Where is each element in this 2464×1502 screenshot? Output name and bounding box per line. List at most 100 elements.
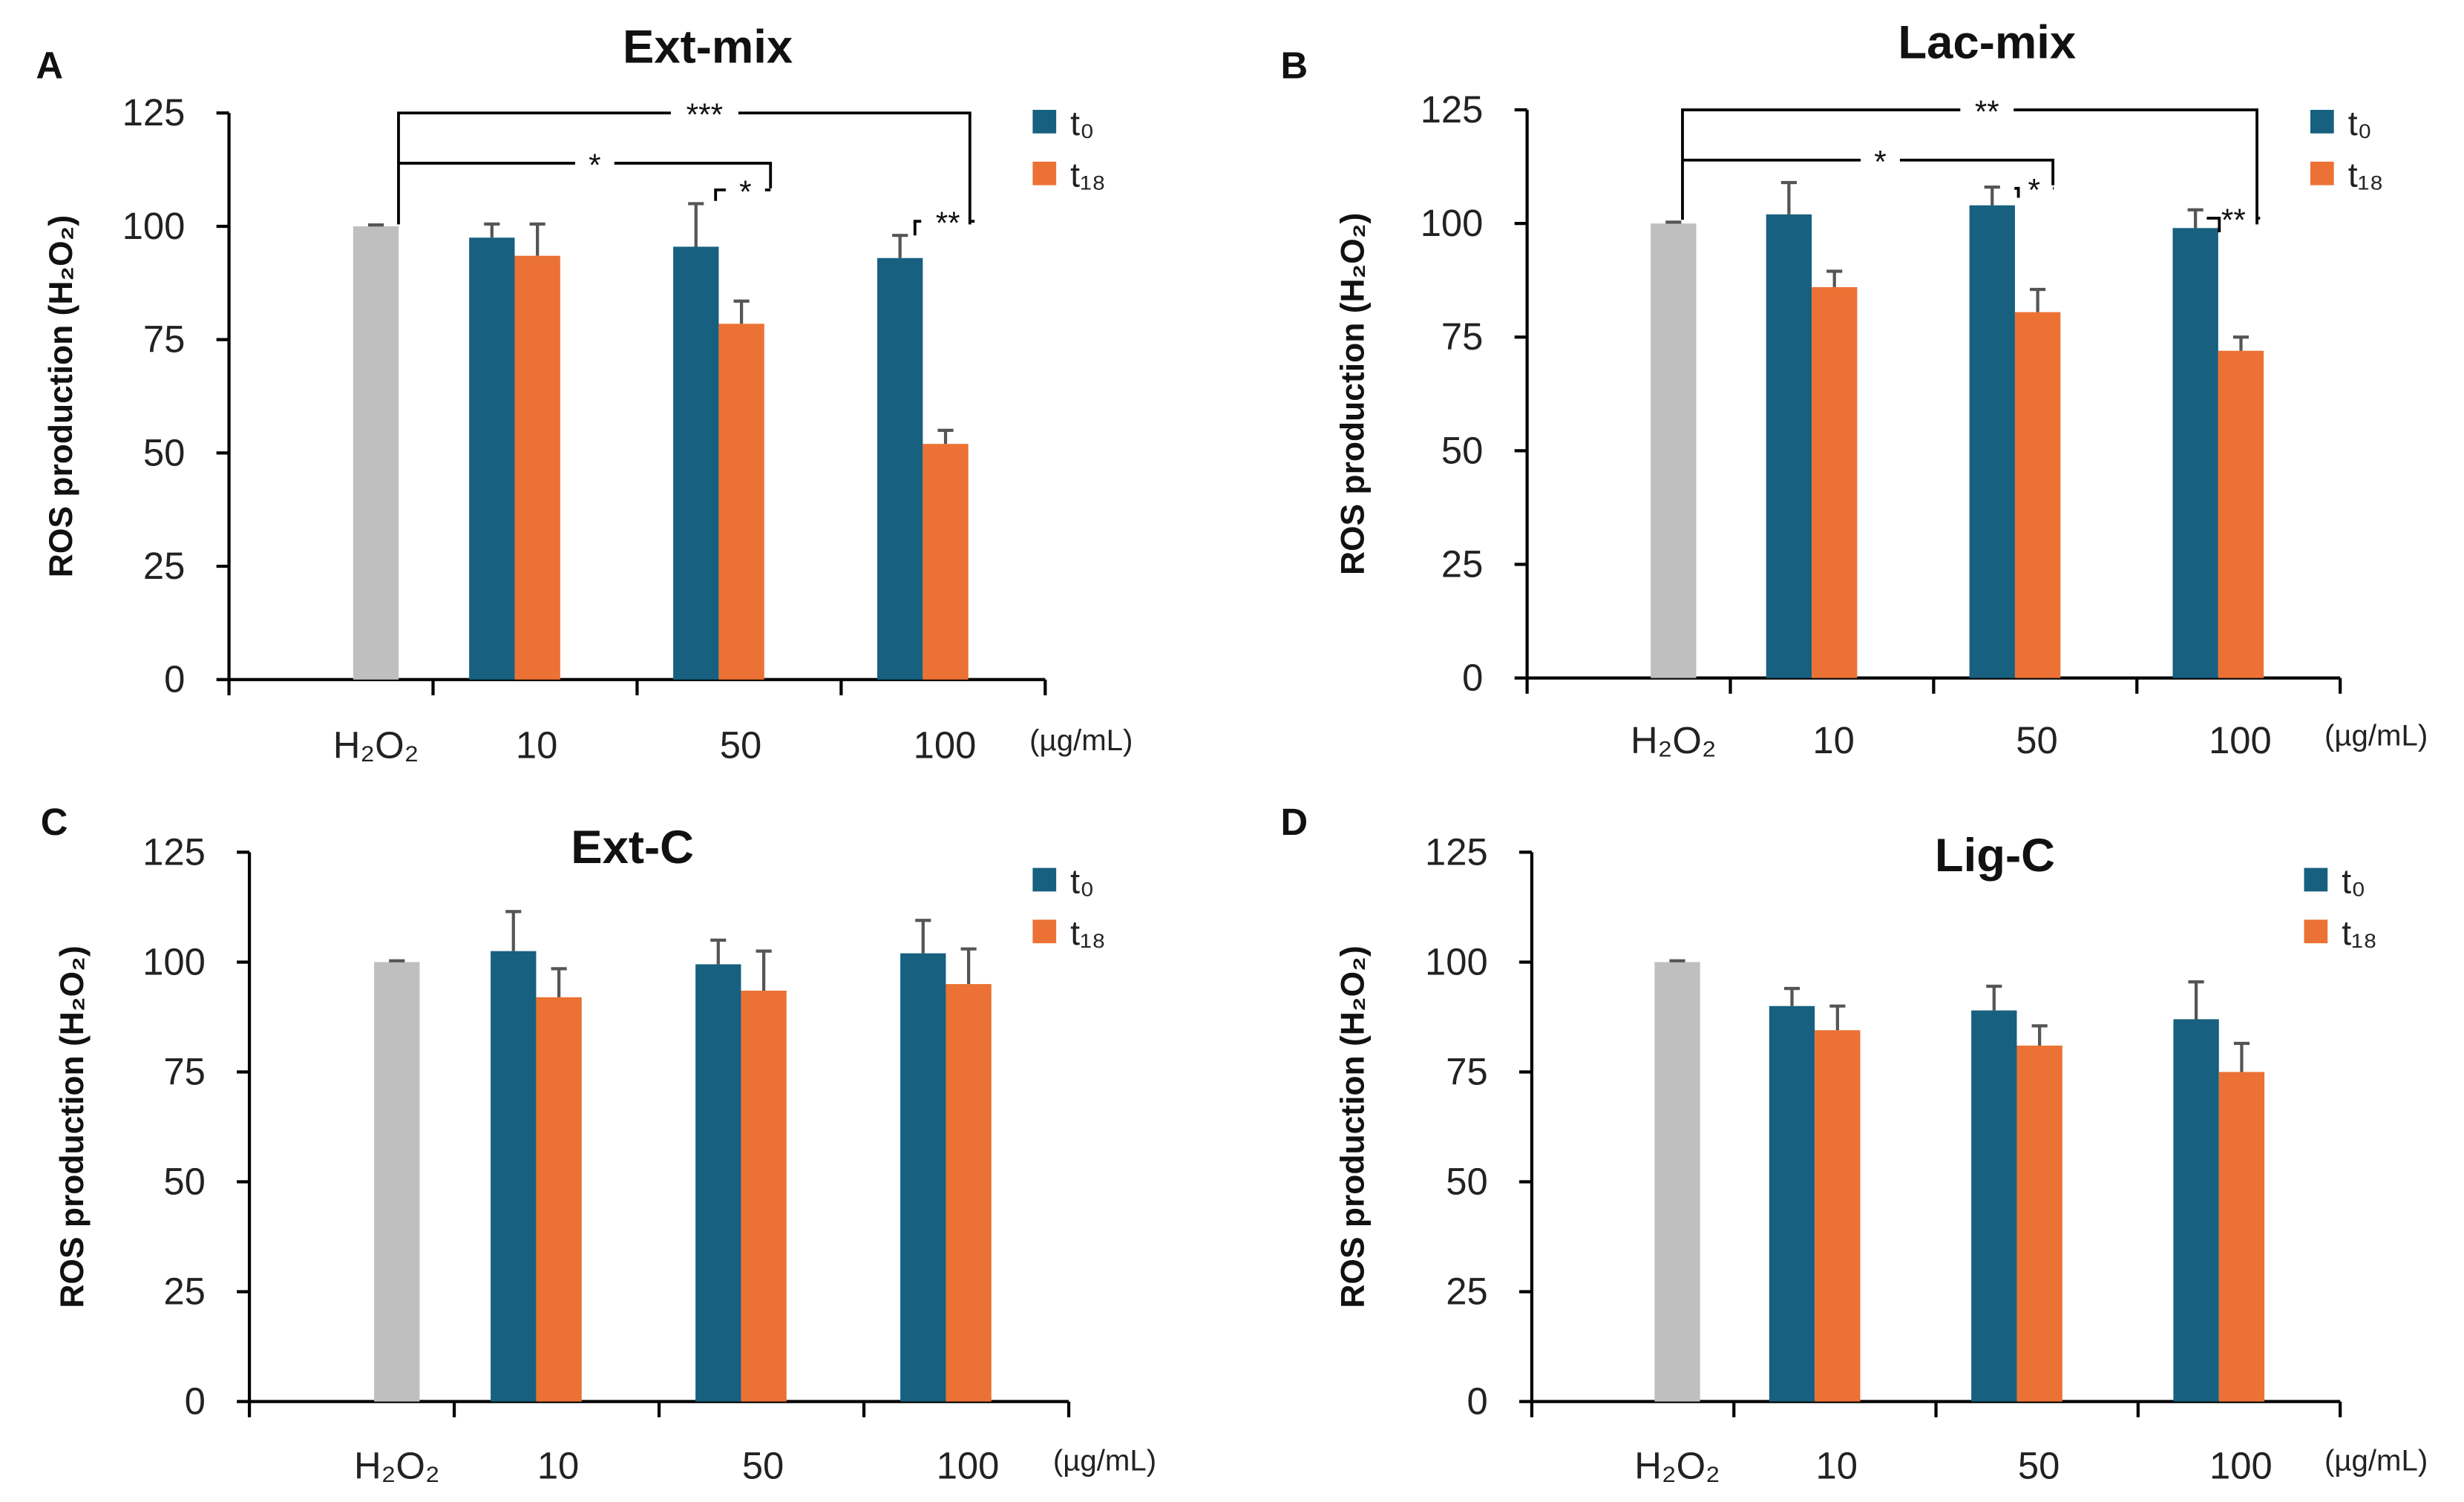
chart-panel-d: D Lig-C 0 25 50 75 100 125 ROS production (H₂O₂)… bbox=[1281, 801, 2428, 1486]
x-category-label: 10 bbox=[537, 1444, 579, 1486]
x-unit-label: (µg/mL) bbox=[2324, 719, 2428, 752]
y-tick-label: 25 bbox=[143, 545, 185, 587]
y-tick-label: 75 bbox=[1446, 1050, 1487, 1092]
x-category-label: H₂O₂ bbox=[354, 1444, 440, 1486]
y-tick-label: 125 bbox=[142, 830, 206, 873]
x-category-label: 50 bbox=[2018, 1444, 2060, 1486]
legend-label-t18: t₁₈ bbox=[2348, 156, 2384, 194]
x-category-label: 100 bbox=[937, 1444, 1000, 1486]
significance-label: * bbox=[1874, 145, 1886, 180]
bar-control-h2o2 bbox=[1651, 223, 1697, 678]
y-axis-label: ROS production (H₂O₂) bbox=[1335, 945, 1372, 1308]
y-tick-label: 25 bbox=[1441, 542, 1483, 585]
x-category-label: 100 bbox=[914, 724, 977, 767]
bar-t0-50 bbox=[1971, 1010, 2017, 1402]
y-tick-label: 100 bbox=[142, 940, 206, 983]
significance-bracket bbox=[397, 111, 971, 225]
bar-t0-10 bbox=[491, 951, 537, 1402]
bar-t18-10 bbox=[1815, 1030, 1861, 1402]
legend-label-t18: t₁₈ bbox=[1070, 914, 1106, 952]
bar-t18-50 bbox=[2016, 1045, 2062, 1402]
chart-title: Lac-mix bbox=[1898, 16, 2076, 68]
bar-t0-100 bbox=[900, 953, 946, 1402]
panel-letter: D bbox=[1281, 801, 1308, 843]
bar-t18-50 bbox=[741, 990, 787, 1402]
x-category-label: 100 bbox=[2209, 1444, 2273, 1486]
bar-t18-10 bbox=[536, 997, 582, 1402]
y-tick-label: 25 bbox=[163, 1270, 205, 1313]
bar-t0-10 bbox=[1766, 214, 1812, 678]
y-tick-label: 0 bbox=[185, 1380, 206, 1423]
chart-panel-b: B Lac-mix 0 25 50 75 100 125 ROS production (H₂O… bbox=[1281, 16, 2428, 761]
x-unit-label: (µg/mL) bbox=[2324, 1444, 2428, 1478]
significance-bracket bbox=[913, 220, 975, 236]
bar-t18-10 bbox=[514, 255, 560, 680]
y-tick-label: 0 bbox=[1467, 1380, 1488, 1423]
significance-label: * bbox=[589, 148, 600, 183]
bar-t18-100 bbox=[2218, 1072, 2265, 1402]
y-tick-label: 75 bbox=[163, 1050, 205, 1092]
bar-t0-50 bbox=[1969, 205, 2015, 678]
bar-t0-50 bbox=[695, 964, 741, 1402]
significance-bracket bbox=[2014, 186, 2054, 198]
y-tick-label: 125 bbox=[122, 91, 186, 134]
bar-control-h2o2 bbox=[374, 962, 420, 1402]
chart-title: Lig-C bbox=[1935, 830, 2055, 882]
bar-t18-100 bbox=[923, 444, 969, 680]
y-tick-label: 100 bbox=[1425, 940, 1488, 983]
x-category-label: 50 bbox=[720, 724, 761, 767]
bar-t0-100 bbox=[2172, 228, 2218, 678]
y-tick-label: 100 bbox=[1421, 202, 1484, 244]
legend-label-t0: t₀ bbox=[2348, 104, 2372, 142]
chart-panel-c: C Ext-C 0 25 50 75 100 125 ROS production (H₂O₂)… bbox=[41, 801, 1156, 1486]
chart-title: Ext-C bbox=[571, 821, 694, 873]
bar-t18-100 bbox=[2218, 350, 2264, 678]
bar-t18-50 bbox=[718, 324, 764, 680]
legend-label-t0: t₀ bbox=[2342, 862, 2365, 900]
y-axis-label: ROS production (H₂O₂) bbox=[1335, 213, 1372, 575]
significance-bracket bbox=[714, 188, 771, 201]
legend-swatch-t0 bbox=[2304, 868, 2328, 892]
x-category-label: 10 bbox=[516, 724, 557, 767]
legend-label-t0: t₀ bbox=[1070, 104, 1094, 142]
legend-swatch-t0 bbox=[1032, 110, 1057, 134]
x-unit-label: (µg/mL) bbox=[1029, 724, 1133, 757]
y-tick-label: 50 bbox=[143, 431, 185, 473]
legend-swatch-t18 bbox=[2310, 161, 2334, 186]
significance-bracket bbox=[398, 162, 773, 188]
legend-swatch-t18 bbox=[1032, 161, 1057, 186]
x-category-label: 100 bbox=[2209, 719, 2272, 761]
significance-label: ** bbox=[2221, 203, 2246, 237]
bar-t0-50 bbox=[673, 246, 719, 680]
bar-t0-10 bbox=[1769, 1006, 1815, 1402]
y-tick-label: 0 bbox=[164, 658, 185, 701]
significance-label: * bbox=[2028, 173, 2040, 208]
x-category-label: 10 bbox=[1812, 719, 1854, 761]
y-tick-label: 50 bbox=[1441, 429, 1483, 471]
x-category-label: H₂O₂ bbox=[333, 724, 419, 767]
y-tick-label: 100 bbox=[122, 205, 186, 247]
y-tick-label: 125 bbox=[1421, 88, 1484, 131]
bar-t0-100 bbox=[2173, 1019, 2219, 1402]
bar-t18-10 bbox=[1812, 286, 1858, 678]
x-category-label: H₂O₂ bbox=[1631, 719, 1717, 761]
panel-letter: C bbox=[41, 801, 68, 843]
y-tick-label: 75 bbox=[1441, 315, 1483, 358]
chart-panel-a: A Ext-mix 0 25 50 75 100 125 ROS production (H₂O… bbox=[36, 22, 1133, 767]
x-category-label: H₂O₂ bbox=[1634, 1444, 1720, 1486]
significance-label: ** bbox=[1975, 94, 1999, 129]
y-tick-label: 0 bbox=[1462, 657, 1483, 699]
bar-t0-100 bbox=[877, 258, 923, 680]
y-axis-label: ROS production (H₂O₂) bbox=[43, 215, 79, 577]
bar-t18-100 bbox=[946, 984, 992, 1402]
y-tick-label: 125 bbox=[1425, 830, 1488, 873]
panel-letter: B bbox=[1281, 45, 1308, 87]
significance-label: *** bbox=[687, 97, 723, 132]
panel-letter: A bbox=[36, 45, 63, 87]
legend-swatch-t0 bbox=[2310, 110, 2334, 134]
significance-bracket bbox=[2206, 217, 2261, 233]
legend-label-t18: t₁₈ bbox=[2342, 914, 2377, 952]
chart-title: Ext-mix bbox=[623, 22, 793, 73]
significance-bracket bbox=[1681, 108, 2258, 225]
